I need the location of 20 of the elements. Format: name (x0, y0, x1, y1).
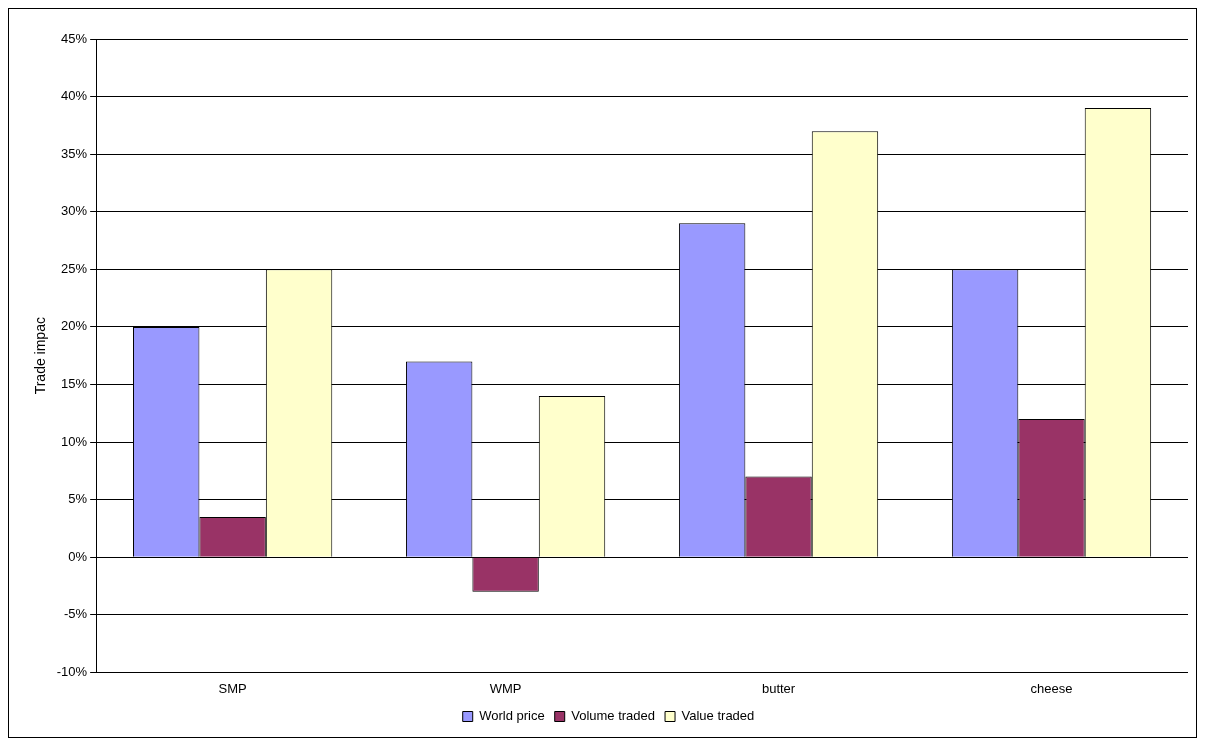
y-tick-label: 15% (61, 376, 88, 392)
x-tick-label: butter (761, 680, 796, 696)
y-tick-label: 30% (61, 203, 88, 219)
y-axis-title: Trade impac (32, 317, 49, 395)
x-tick-label: cheese (1030, 680, 1073, 696)
y-tick-label: 40% (61, 88, 88, 104)
y-tick-label: -10% (56, 663, 88, 679)
y-tick-label: 5% (68, 491, 88, 507)
y-tick-label: 10% (61, 433, 88, 449)
y-tick-label: 25% (61, 260, 88, 276)
y-tick-label: 0% (68, 548, 88, 564)
y-tick-label: -5% (64, 606, 88, 622)
x-tick-label: WMP (489, 680, 522, 696)
legend-label: Volume traded (571, 708, 656, 724)
y-tick-label: 20% (61, 318, 88, 334)
x-tick-label: SMP (218, 680, 247, 696)
legend-label: Value traded (681, 708, 755, 724)
legend-label: World price (479, 708, 545, 724)
y-tick-label: 45% (61, 30, 88, 46)
y-tick-label: 35% (61, 145, 88, 161)
